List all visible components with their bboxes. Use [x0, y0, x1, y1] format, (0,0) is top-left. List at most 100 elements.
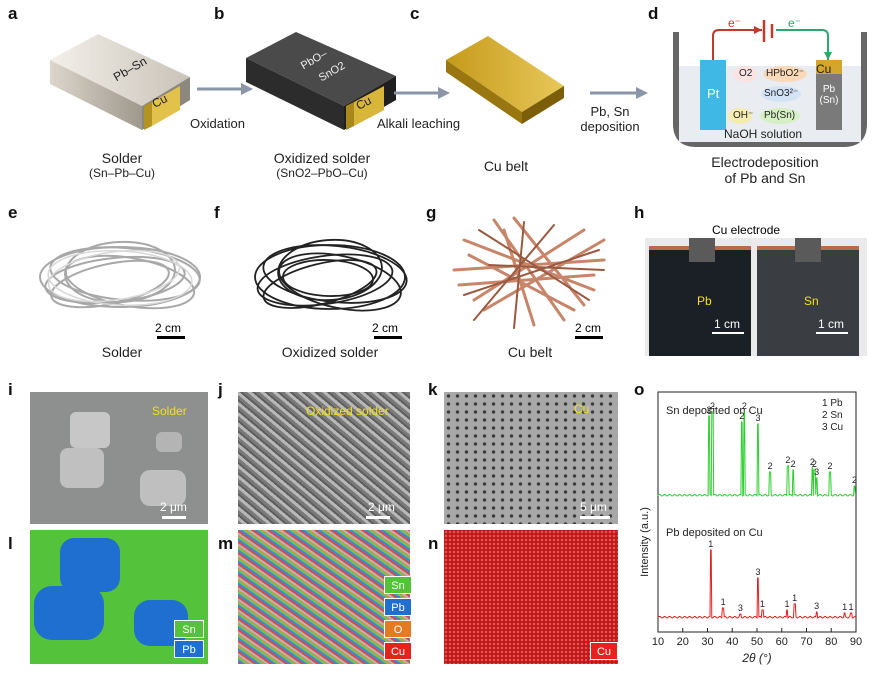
- oxidized-scale-label: 2 cm: [372, 321, 399, 335]
- xrd-peak-label: 3: [755, 567, 760, 577]
- eds-oxidized-legend-pb: Pb: [384, 598, 412, 616]
- xrd-peak-label: 3: [738, 603, 743, 613]
- panel-label-i: i: [8, 380, 13, 399]
- solder-block-illustration: [50, 34, 190, 130]
- sem-oxidized-image: [238, 392, 410, 524]
- panel-label-g: g: [426, 203, 437, 222]
- sem-cu-scale-bar: [580, 516, 610, 519]
- panel-label-a: a: [8, 4, 18, 23]
- xrd-series-line: [657, 549, 857, 619]
- panel-label-o: o: [634, 380, 645, 399]
- panel-label-b: b: [214, 4, 225, 23]
- sem-oxidized-scale-bar: [366, 516, 390, 519]
- xrd-peak-label: 1: [708, 539, 713, 549]
- solder-photo-caption: Solder: [101, 344, 143, 360]
- electron-right-label: e⁻: [788, 16, 802, 30]
- cu-belt-scale-bar: [575, 336, 603, 339]
- sem-oxidized-label: Oxidized solder: [306, 404, 389, 418]
- pbsn-electrode-label: Pb (Sn): [819, 84, 839, 106]
- sn-photo-scale-bar: [816, 332, 848, 334]
- eds-oxidized-map: [238, 530, 410, 664]
- cu-belt-illustration: [446, 36, 564, 124]
- electrode-photo: [645, 238, 867, 356]
- sem-cu-scale-label: 5 μm: [580, 500, 607, 514]
- xrd-x-tick-label: 80: [825, 636, 837, 648]
- xrd-peak-label: 1: [721, 597, 726, 607]
- xrd-peak-label: 2: [739, 411, 744, 421]
- xrd-peak-label: 1: [842, 602, 847, 612]
- xrd-peak-label: 2: [812, 459, 817, 469]
- xrd-peak-label: 2: [785, 455, 790, 465]
- o2-species: O2: [739, 68, 753, 79]
- eds-cu-legend-cu: Cu: [590, 642, 618, 660]
- arrow-oxidation-label: Oxidation: [190, 116, 245, 131]
- xrd-peak-label: 1: [849, 602, 854, 612]
- panel-label-e: e: [8, 203, 18, 222]
- oxidized-block-illustration: [246, 32, 396, 130]
- eds-oxidized-legend-o: O: [384, 620, 412, 638]
- eds-oxidized-legend-sn: Sn: [384, 576, 412, 594]
- naoh-solution-label: NaOH solution: [724, 127, 803, 141]
- arrow-leaching-label: Alkali leaching: [377, 116, 461, 131]
- panel-label-m: m: [218, 534, 234, 553]
- xrd-x-tick-label: 40: [726, 636, 738, 648]
- panel-label-n: n: [428, 534, 439, 553]
- eds-solder-legend-pb: Pb: [174, 640, 204, 658]
- sem-oxidized-scale-label: 2 μm: [368, 500, 395, 514]
- xrd-peak-label: 3: [755, 413, 760, 423]
- arrow-deposition: [590, 87, 648, 99]
- xrd-peak-label: 2: [768, 461, 773, 471]
- xrd-chart: 10 20 30 40 50 60 70 80 90 2θ (°) Intensity (a.u.)…: [639, 391, 862, 665]
- cu-electrode-photo-label: Cu electrode: [712, 223, 781, 237]
- electrodeposition-cell-diagram: [673, 20, 867, 147]
- pb-photo-label: Pb: [697, 294, 712, 308]
- xrd-series-label: Pb deposited on Cu: [666, 527, 763, 539]
- arrow-leaching: [394, 87, 450, 99]
- oxidized-caption: Oxidized solder (SnO2–PbO–Cu): [273, 150, 371, 180]
- xrd-x-tick-label: 60: [776, 636, 788, 648]
- hpbo2-species: HPbO2⁻: [766, 68, 805, 79]
- panel-label-k: k: [428, 380, 438, 399]
- pt-electrode-label: Pt: [707, 86, 720, 101]
- xrd-x-tick-label: 50: [751, 636, 763, 648]
- xrd-x-axis-label: 2θ (°): [741, 651, 771, 665]
- pbsn-species: Pb(Sn): [764, 110, 796, 121]
- xrd-peak-label: 2: [706, 405, 711, 415]
- xrd-peak-label: 3: [814, 467, 819, 477]
- arrow-oxidation: [197, 83, 253, 95]
- solder-scale-bar: [157, 336, 185, 339]
- sno3-species: SnO3²⁻: [764, 88, 799, 99]
- panel-label-j: j: [218, 380, 223, 399]
- xrd-x-tick-label: 10: [652, 636, 664, 648]
- eds-cu-map: [444, 530, 618, 664]
- cu-belt-scale-label: 2 cm: [575, 321, 602, 335]
- xrd-peak-label: 2: [810, 457, 815, 467]
- xrd-x-tick-label: 30: [701, 636, 713, 648]
- xrd-series-label: Sn deposited on Cu: [666, 405, 763, 417]
- xrd-x-tick-label: 70: [800, 636, 812, 648]
- xrd-peak-label: 2: [742, 401, 747, 411]
- xrd-legend-entry: 3 Cu: [822, 422, 843, 433]
- xrd-peak-label: 3: [814, 601, 819, 611]
- sn-photo-label: Sn: [804, 294, 819, 308]
- solder-scale-label: 2 cm: [155, 321, 182, 335]
- pb-photo-scale-label: 1 cm: [714, 317, 741, 331]
- pb-photo-scale-bar: [712, 332, 744, 334]
- oxidized-photo-caption: Oxidized solder: [281, 344, 379, 360]
- xrd-x-tick-label: 20: [677, 636, 689, 648]
- electron-left-label: e⁻: [728, 16, 742, 30]
- solder-caption: Solder (Sn–Pb–Cu): [88, 150, 156, 180]
- arrow-deposition-label: Pb, Sn deposition: [580, 104, 640, 134]
- panel-label-f: f: [214, 203, 220, 222]
- xrd-peak-label: 1: [784, 599, 789, 609]
- oh-species: OH⁻: [733, 110, 754, 121]
- xrd-legend-entry: 2 Sn: [822, 410, 843, 421]
- xrd-series-line: [657, 411, 857, 497]
- panel-label-l: l: [8, 534, 13, 553]
- sn-photo-scale-label: 1 cm: [818, 317, 845, 331]
- xrd-peak-label: 2: [791, 459, 796, 469]
- panel-label-h: h: [634, 203, 645, 222]
- eds-oxidized-legend-cu: Cu: [384, 642, 412, 660]
- electrodeposition-caption: Electrodeposition of Pb and Sn: [711, 154, 819, 186]
- xrd-peak-label: 2: [828, 461, 833, 471]
